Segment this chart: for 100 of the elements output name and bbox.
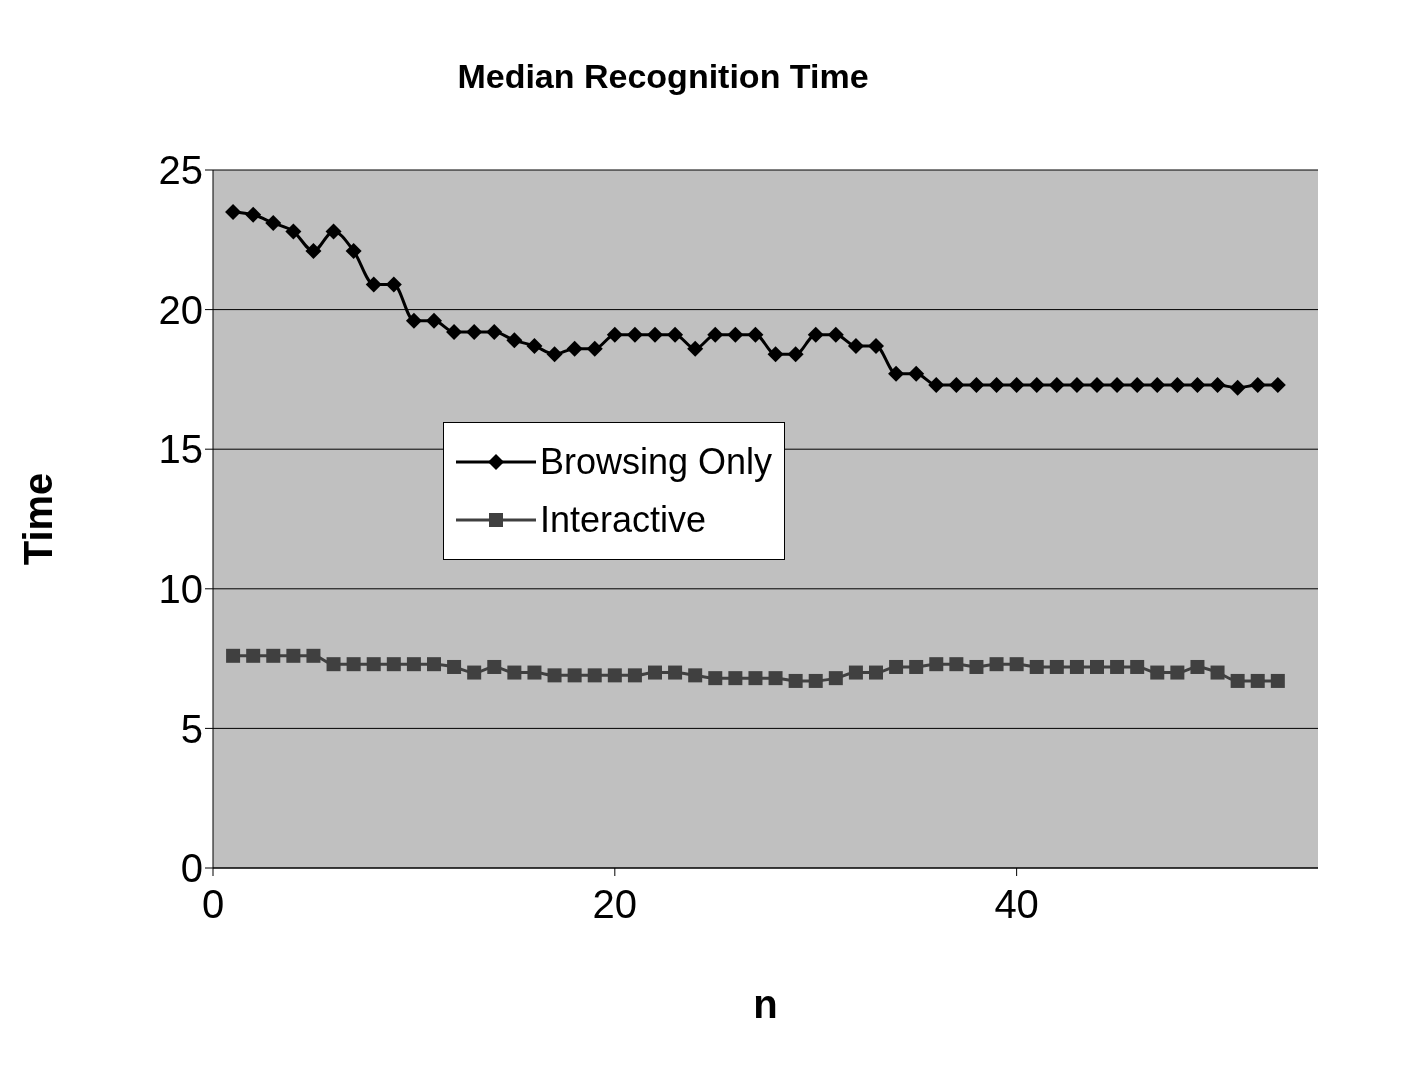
point (447, 659, 462, 674)
point (487, 659, 502, 674)
point (968, 376, 985, 393)
y-tick-label: 5 (180, 706, 203, 751)
point (667, 326, 684, 343)
point (767, 346, 784, 363)
y-tick-label: 10 (158, 567, 203, 611)
y-tick-label: 25 (158, 148, 203, 193)
point (386, 657, 401, 672)
y-axis-title: Time (16, 472, 61, 566)
x-axis-title: n (753, 982, 778, 1026)
point (527, 665, 542, 680)
point (708, 671, 723, 686)
point (768, 671, 783, 686)
point (606, 326, 623, 343)
point (948, 376, 965, 393)
point (847, 337, 864, 354)
point (1150, 665, 1165, 680)
point (1189, 376, 1206, 393)
point (1230, 673, 1245, 688)
point (1170, 665, 1185, 680)
point (466, 323, 483, 340)
point (586, 340, 603, 357)
point (888, 365, 905, 382)
y-tick-label: 0 (180, 846, 203, 891)
point (1130, 659, 1145, 674)
point (1270, 673, 1285, 688)
point (306, 648, 321, 663)
point (928, 376, 945, 393)
y-tick-label: 20 (158, 287, 203, 332)
point (728, 671, 743, 686)
point (648, 665, 662, 680)
point (949, 657, 964, 672)
point (305, 242, 322, 259)
point (325, 223, 342, 240)
point (405, 312, 422, 329)
point (507, 665, 522, 680)
point (1210, 665, 1225, 680)
point (546, 346, 563, 363)
point (1029, 659, 1044, 674)
point (547, 668, 562, 683)
point (587, 668, 602, 683)
point (225, 203, 242, 220)
point (486, 323, 503, 340)
point (687, 340, 704, 357)
legend-label: Browsing Only (540, 441, 773, 483)
point (787, 346, 804, 363)
point (627, 668, 642, 683)
point (929, 657, 944, 672)
point (909, 659, 924, 674)
point (1068, 376, 1085, 393)
point (286, 648, 301, 663)
point (426, 312, 442, 329)
point (607, 668, 622, 683)
x-tick-label: 20 (592, 882, 638, 927)
point (446, 323, 463, 340)
point (1009, 657, 1024, 672)
point (668, 665, 683, 680)
point (1090, 659, 1104, 674)
point (345, 242, 362, 259)
point (427, 657, 441, 672)
point (1008, 376, 1025, 393)
point (266, 648, 281, 663)
point (326, 657, 341, 672)
point (908, 365, 925, 382)
point (707, 326, 724, 343)
point (647, 326, 663, 343)
point (788, 673, 803, 688)
point (365, 276, 382, 293)
point (1190, 659, 1205, 674)
point (1069, 659, 1084, 674)
point (506, 332, 523, 349)
point (828, 671, 843, 686)
point (346, 657, 361, 672)
point (808, 673, 823, 688)
point (1048, 376, 1065, 393)
point (827, 326, 844, 343)
chart-title: Median Recognition Time (457, 57, 869, 95)
point (869, 665, 883, 680)
point (467, 665, 482, 680)
point (848, 665, 863, 680)
point (807, 326, 824, 343)
point (1229, 379, 1246, 396)
x-tick-label: 40 (994, 882, 1039, 927)
legend-label: Interactive (540, 499, 707, 541)
y-tick-label: 15 (158, 427, 203, 472)
point (245, 206, 262, 223)
point (1129, 376, 1146, 393)
point (285, 223, 302, 240)
point (566, 340, 583, 357)
point (526, 337, 543, 354)
point (406, 657, 421, 672)
point (747, 326, 764, 343)
point (1049, 659, 1064, 674)
point (989, 657, 1004, 672)
point (246, 648, 261, 663)
point (366, 657, 381, 672)
point (1028, 376, 1045, 393)
point (1169, 376, 1186, 393)
point (567, 668, 582, 683)
